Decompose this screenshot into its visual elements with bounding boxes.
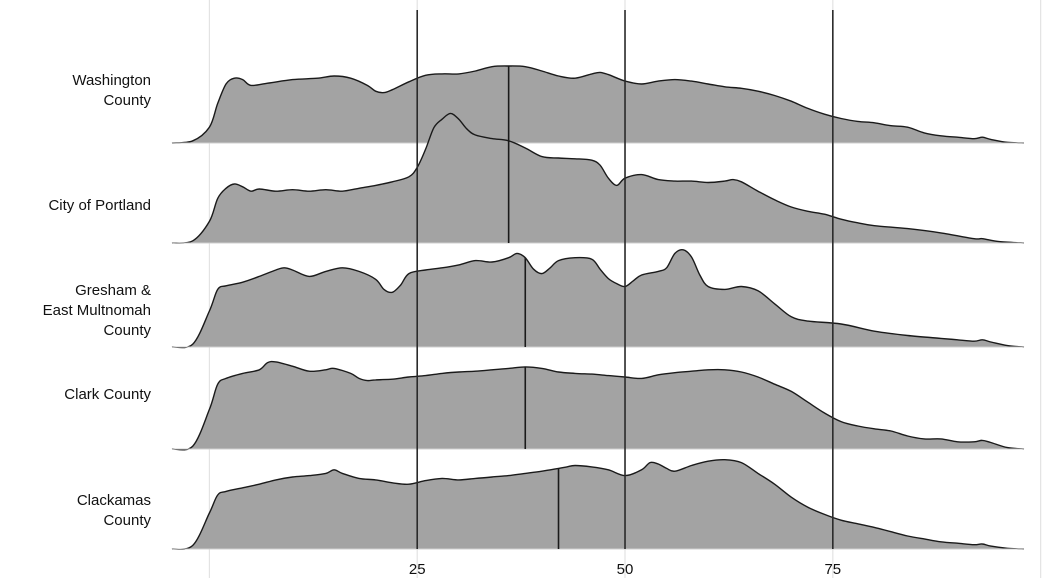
ridge-outline	[171, 65, 1025, 144]
ridge-outline	[171, 458, 1025, 550]
ridge-group	[171, 112, 1025, 244]
ridge-group	[171, 65, 1025, 144]
x-tick-label: 75	[824, 561, 841, 578]
row-label: County	[103, 512, 151, 529]
ridge-group	[171, 458, 1025, 550]
ridge-area	[172, 113, 1024, 244]
row-label: Washington	[72, 72, 151, 89]
row-label: County	[103, 322, 151, 339]
row-label: East Multnomah	[43, 302, 151, 319]
row-label: City of Portland	[48, 197, 151, 214]
ridge-group	[171, 248, 1025, 349]
x-tick-label: 50	[617, 561, 634, 578]
ridge-area	[172, 459, 1024, 550]
x-tick-label: 25	[409, 561, 426, 578]
ridge-group	[171, 360, 1025, 451]
x-tick-labels: 25 50 75	[409, 561, 841, 578]
ridge-outline	[171, 248, 1025, 349]
ridge-area	[172, 65, 1024, 143]
ridge-areas	[171, 65, 1025, 550]
row-label: Gresham &	[75, 282, 151, 299]
reference-lines	[416, 10, 834, 549]
ridge-area	[172, 249, 1024, 348]
row-label: Clackamas	[77, 492, 151, 509]
row-label: County	[103, 92, 151, 109]
ridge-area	[172, 361, 1024, 450]
row-label: Clark County	[64, 386, 151, 403]
row-labels: Washington County City of Portland Gresham …	[43, 72, 152, 529]
ridge-outline	[171, 360, 1025, 451]
ridge-outline	[171, 112, 1025, 244]
